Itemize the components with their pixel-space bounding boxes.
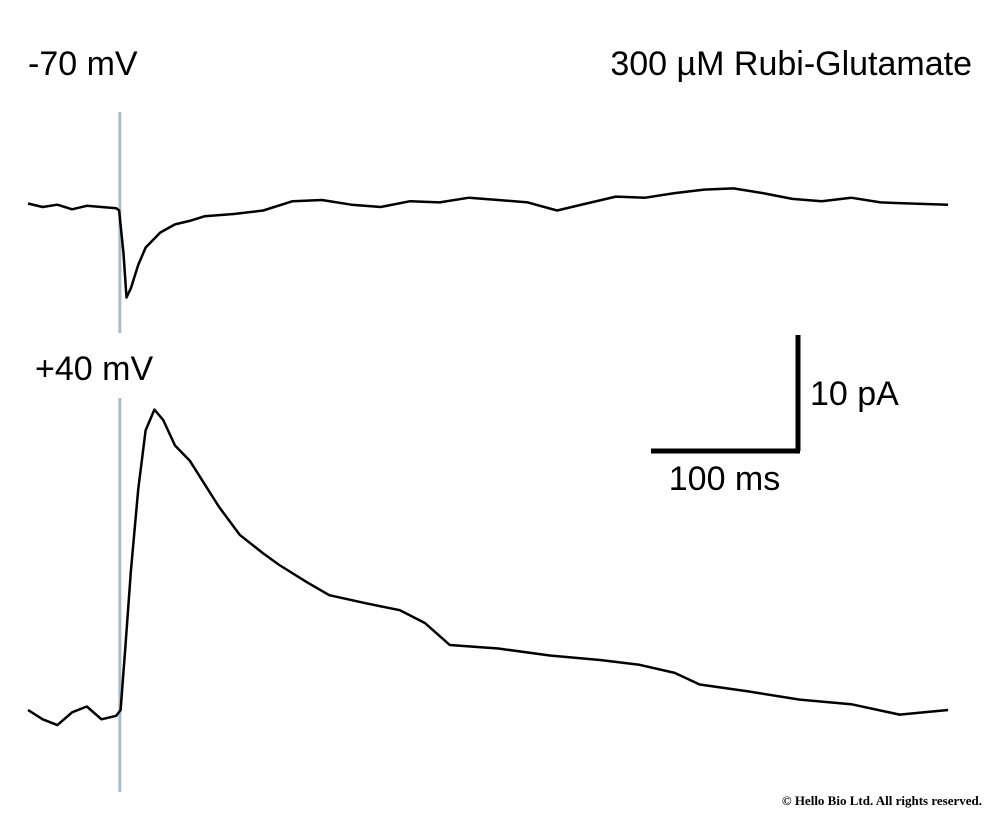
trace-title: +40 mV: [35, 350, 153, 388]
trace: [27, 187, 949, 299]
trace: [27, 408, 949, 727]
copyright: © Hello Bio Ltd. All rights reserved.: [782, 793, 982, 808]
scale-bar-time-label: 100 ms: [669, 460, 781, 498]
trace-title: -70 mV: [28, 45, 138, 83]
scale-bar-current-label: 10 pA: [810, 375, 899, 413]
figure-title: 300 µM Rubi-Glutamate: [610, 45, 972, 83]
